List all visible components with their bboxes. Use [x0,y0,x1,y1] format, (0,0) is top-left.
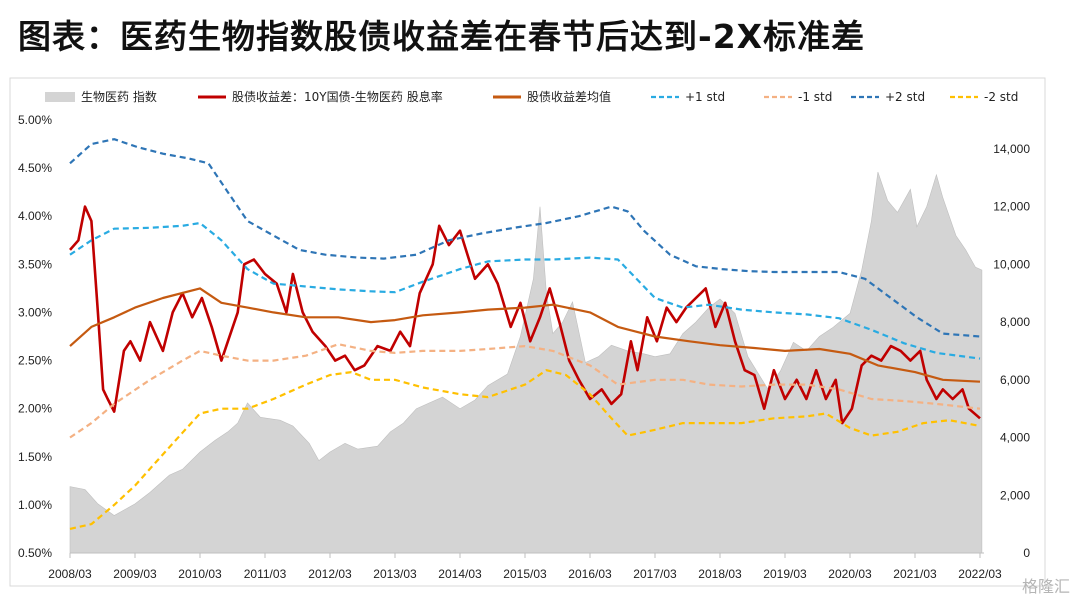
x-tick-label: 2010/03 [178,567,222,581]
x-tick-label: 2016/03 [568,567,612,581]
page-title: 图表：医药生物指数股债收益差在春节后达到-2X标准差 [18,17,866,56]
y-left-tick-label: 4.50% [18,161,52,175]
legend-label: 股债收益差均值 [527,89,611,104]
x-tick-label: 2009/03 [113,567,157,581]
x-tick-label: 2011/03 [244,567,287,581]
x-tick-label: 2013/03 [373,567,417,581]
y-left-tick-label: 2.00% [18,402,52,416]
series-plus2-std-line [69,138,981,338]
y-left-tick-label: 3.00% [18,305,52,319]
y-right-tick-label: 12,000 [993,200,1030,214]
watermark: 格隆汇 [1021,577,1070,596]
x-tick-label: 2020/03 [828,567,872,581]
x-tick-label: 2008/03 [48,567,92,581]
y-right-tick-label: 8,000 [1000,315,1030,329]
y-left-tick-label: 3.50% [18,257,52,271]
x-tick-label: 2021/03 [893,567,937,581]
area-layer [69,171,983,554]
series-plus1-std-line [69,221,981,360]
y-left-tick-label: 1.50% [18,450,52,464]
legend: 生物医药 指数 股债收益差：10Y国债-生物医药 股息率 股债收益差均值 +1 std… [45,89,1018,104]
legend-label: 股债收益差：10Y国债-生物医药 股息率 [232,89,443,104]
x-tick-label: 2019/03 [763,567,807,581]
y-right-tick-label: 6,000 [1000,373,1030,387]
y-right-tick-label: 4,000 [1000,431,1030,445]
y-left-tick-label: 0.50% [18,546,52,560]
y-left-tick-label: 1.00% [18,498,52,512]
legend-label: -2 std [984,90,1018,104]
y-right-tick-label: 0 [1023,546,1030,560]
y-right-tick-label: 10,000 [993,257,1030,271]
series-index-area [69,171,983,554]
y-left-tick-label: 2.50% [18,354,52,368]
legend-label: +1 std [685,90,725,104]
series-spread-line [69,205,981,425]
y-right-tick-label: 14,000 [993,142,1030,156]
legend-label: -1 std [798,90,832,104]
y-left-tick-label: 5.00% [18,113,52,127]
x-tick-label: 2015/03 [503,567,547,581]
x-tick-label: 2012/03 [308,567,352,581]
x-tick-label: 2017/03 [633,567,677,581]
y-right-tick-label: 2,000 [1000,488,1030,502]
x-tick-label: 2022/03 [958,567,1002,581]
series-minus2-std-line [69,369,981,530]
legend-label: +2 std [885,90,925,104]
lines-layer [69,138,981,530]
x-tick-label: 2014/03 [438,567,482,581]
legend-label: 生物医药 指数 [81,89,157,104]
y-left-tick-label: 4.00% [18,209,52,223]
chart-frame [9,77,1046,587]
x-tick-label: 2018/03 [698,567,742,581]
axes-layer: 0.50% 1.00% 1.50% 2.00% 2.50% 3.00% 3.50% 4.00%… [18,113,1030,581]
legend-swatch-index [45,92,75,102]
series-mean-line [69,287,981,383]
